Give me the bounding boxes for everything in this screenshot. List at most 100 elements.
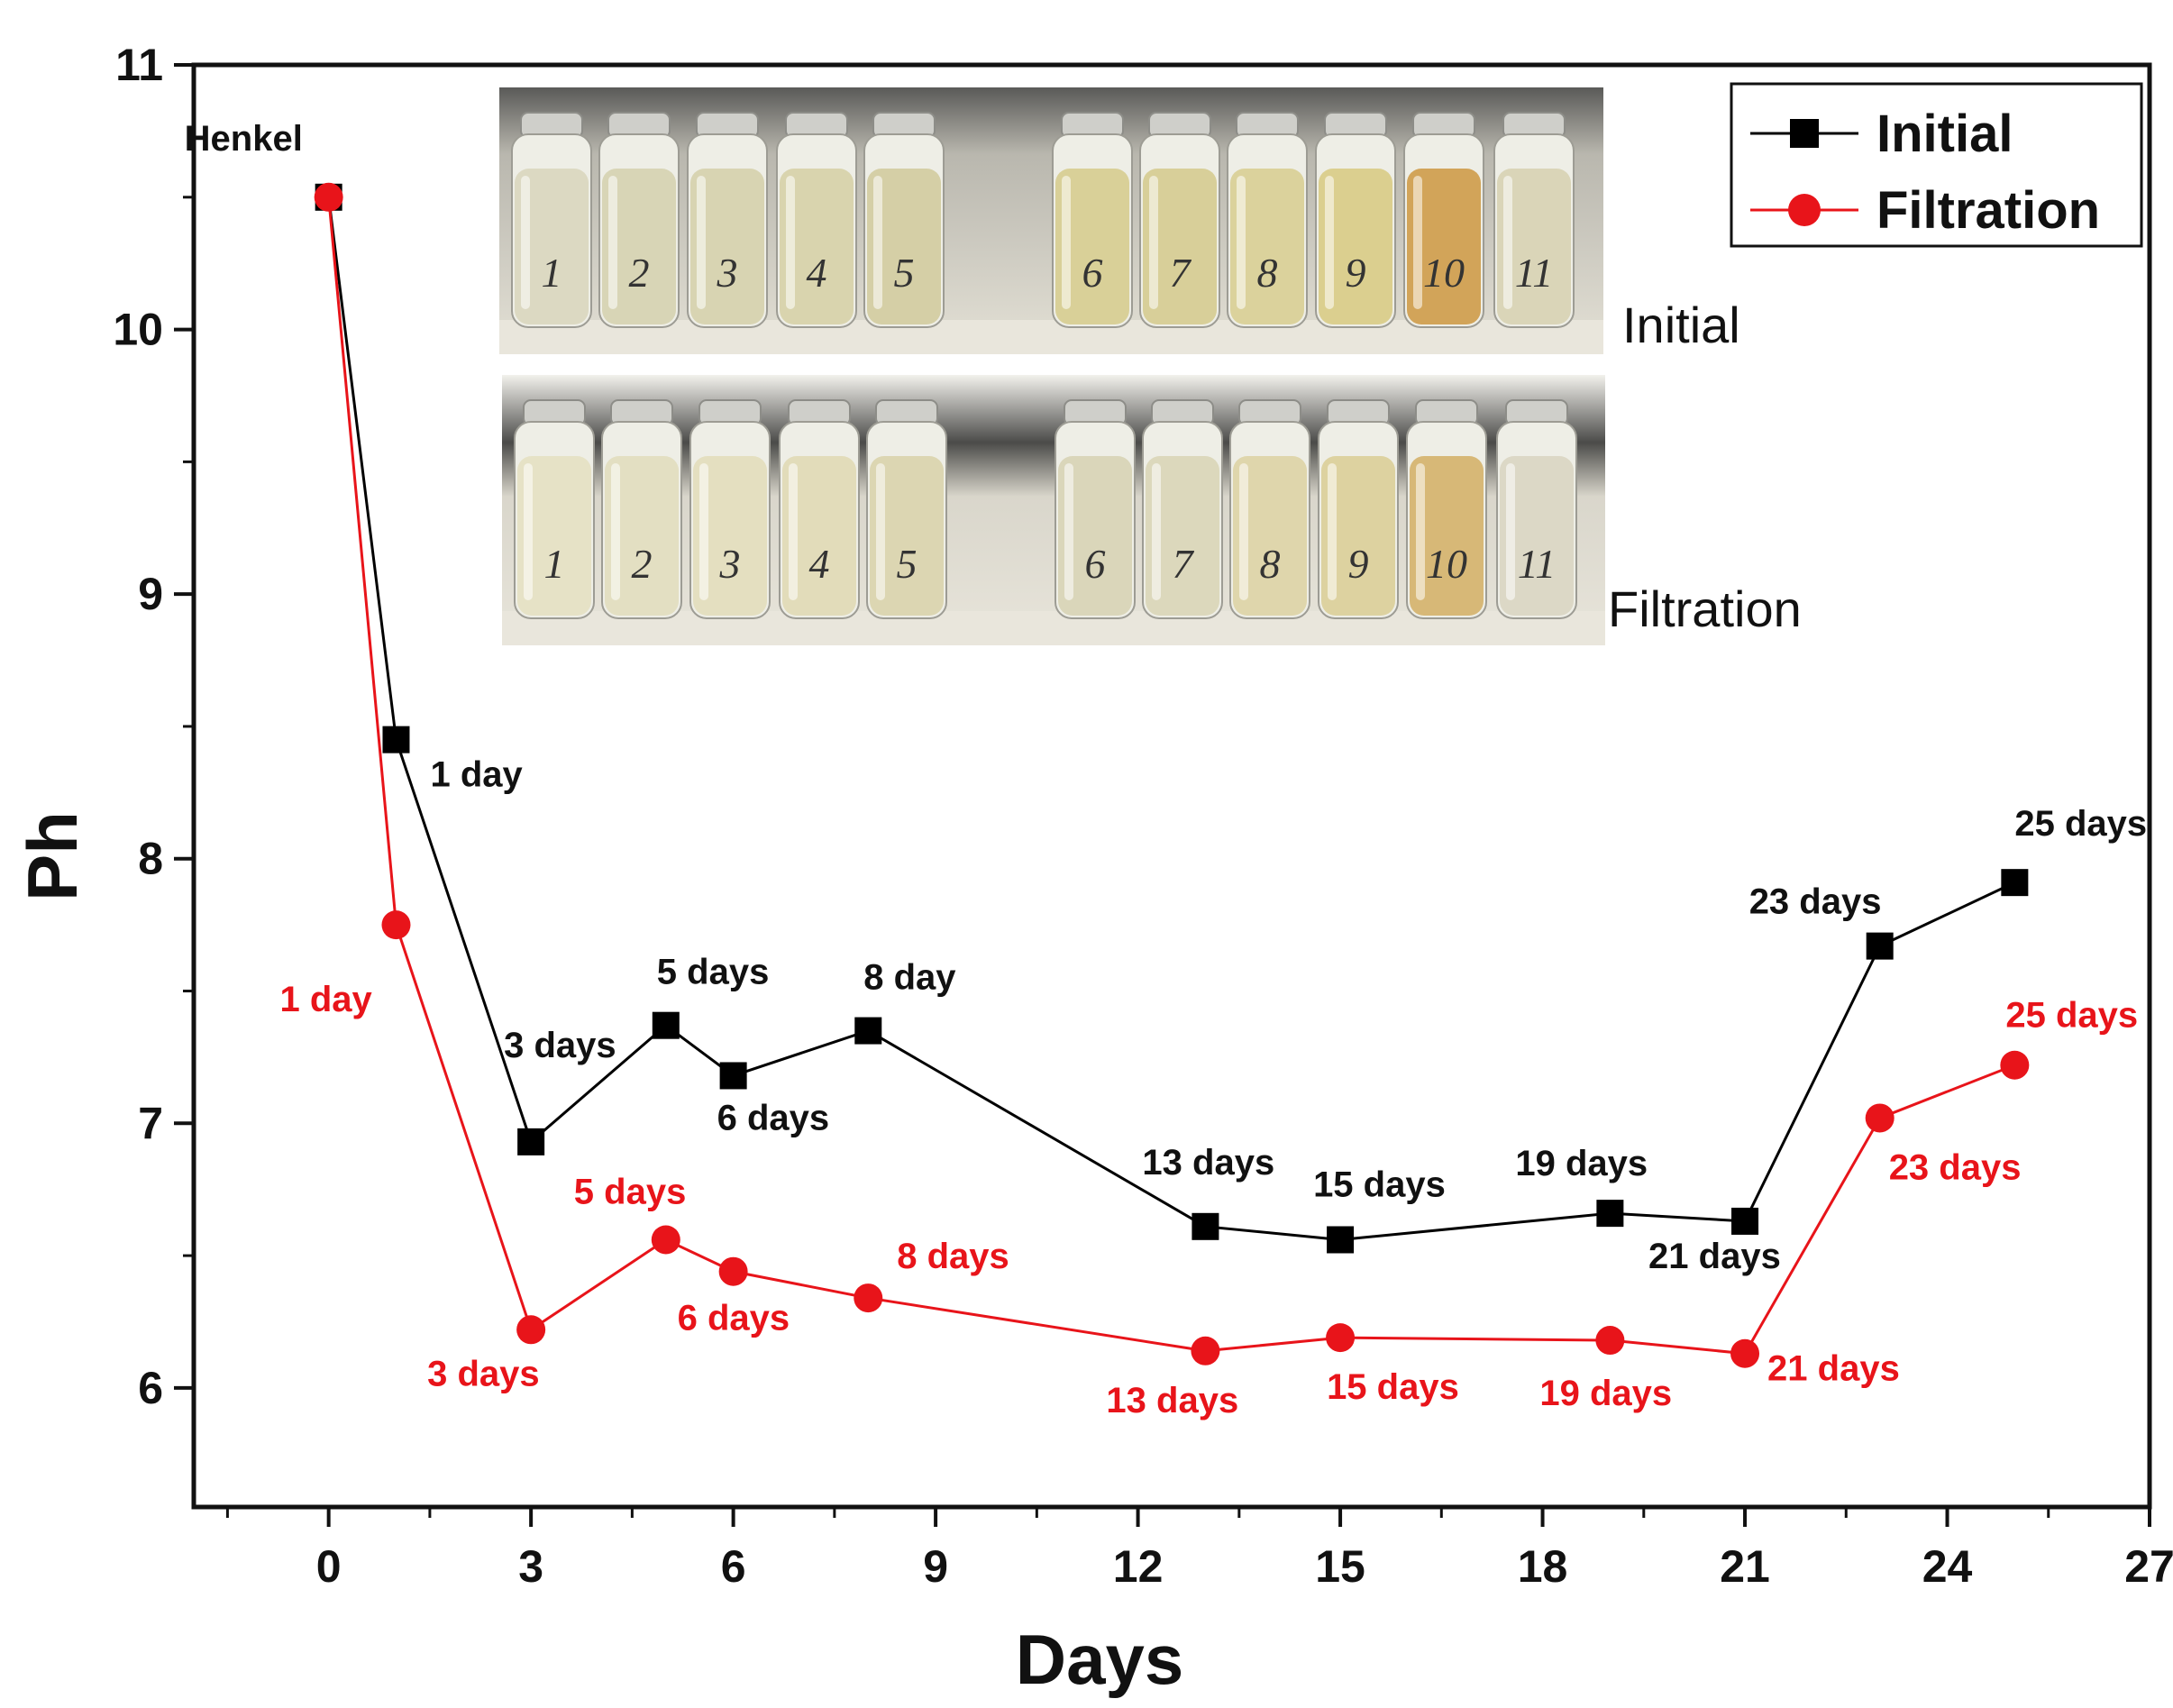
point-initial [517,1128,545,1155]
vial-liquid [1321,456,1395,616]
y-tick-label: 6 [138,1363,163,1413]
vial-number-label: 2 [629,250,650,296]
point-initial [1191,1212,1219,1240]
vial-liquid [1146,456,1219,616]
point-annotation: 6 days [717,1098,830,1137]
vial-number-label: 5 [894,250,915,296]
vial-highlight [699,463,708,600]
vial-highlight [521,176,530,309]
point-annotation: 13 days [1142,1143,1274,1183]
point-annotation: 25 days [2005,996,2138,1036]
point-initial [854,1017,882,1045]
x-axis-title: Days [1016,1620,1183,1699]
vial-highlight [876,463,885,600]
vial-liquid [1500,456,1574,616]
point-filtration [1730,1338,1760,1368]
legend-label-filtration: Filtration [1876,181,2100,240]
vial-highlight [611,463,620,600]
point-annotation: 6 days [678,1299,790,1338]
vial-number-label: 5 [897,541,918,587]
point-initial [652,1011,680,1039]
x-tick-label: 24 [1922,1541,1973,1592]
point-annotation: 1 day [279,980,372,1019]
vial-highlight [1413,176,1422,309]
vial-highlight [608,176,617,309]
x-tick-label: 3 [518,1541,543,1592]
point-annotation: 23 days [1889,1147,2022,1187]
x-tick-label: 21 [1720,1541,1770,1592]
vial-highlight [1239,463,1248,600]
vial-number-label: 7 [1170,250,1192,296]
point-annotation: 5 days [657,953,770,992]
point-filtration [1865,1103,1895,1133]
vial-number-label: 10 [1423,250,1465,296]
vial-liquid [605,456,679,616]
vial-liquid [515,169,589,324]
point-filtration [516,1315,546,1345]
filtration-vials-photo: 1 2 3 4 5 6 7 8 9 10 11 [502,375,1605,645]
legend-label-initial: Initial [1876,105,2013,163]
vial-liquid [693,456,767,616]
vial-highlight [1325,176,1334,309]
point-annotation: 8 day [863,958,956,998]
series-markers [314,182,2030,1368]
point-annotation: 13 days [1106,1381,1238,1420]
point-filtration [651,1225,680,1255]
vial-liquid [782,456,856,616]
point-annotation: 3 days [504,1026,616,1065]
point-annotation: 1 day [430,755,523,795]
vial-highlight [789,463,798,600]
vial-highlight [1503,176,1512,309]
point-filtration [1191,1336,1220,1365]
plot-frame [191,62,2152,1510]
point-filtration [718,1256,748,1286]
point-annotation: 25 days [2014,804,2147,844]
y-tick-label: 10 [113,305,163,355]
x-tick-label: 12 [1113,1541,1164,1592]
point-initial [1596,1200,1624,1228]
vial-liquid [517,456,591,616]
x-tick-label: 15 [1315,1541,1365,1592]
vial-number-label: 10 [1426,541,1467,587]
x-tick-label: 6 [721,1541,746,1592]
vial-number-label: 1 [544,541,565,587]
vial-liquid [1497,169,1571,324]
point-annotation: 15 days [1313,1165,1446,1204]
y-tick-label: 9 [138,569,163,619]
vial-liquid [1233,456,1307,616]
filtration-photo-caption: Filtration [1608,580,1802,637]
point-filtration [1595,1326,1625,1356]
vial-liquid [1407,169,1481,324]
vial-number-label: 6 [1082,250,1103,296]
vial-highlight [1237,176,1246,309]
x-tick-label: 18 [1518,1541,1568,1592]
legend-marker-filtration [1788,194,1821,226]
vial-number-label: 7 [1173,541,1195,587]
vial-liquid [870,456,944,616]
series-lines [327,196,2015,1356]
vial-liquid [690,169,764,324]
vial-number-label: 8 [1257,250,1278,296]
x-tick-label: 9 [923,1541,948,1592]
x-tick-label: 0 [316,1541,342,1592]
axis-ticks [174,63,2151,1527]
vial-number-label: 9 [1348,541,1369,587]
series-line-filtration [327,196,2015,1356]
vial-highlight [524,463,533,600]
vial-liquid [1230,169,1304,324]
vial-number-label: 11 [1518,541,1557,587]
y-tick-label: 7 [138,1098,163,1148]
legend-marker-initial [1790,119,1819,148]
point-annotation: Henkel [185,119,303,159]
point-filtration [314,182,343,212]
point-initial [1327,1226,1355,1254]
vial-number-label: 4 [809,541,830,587]
point-annotations: Henkel 1 day 3 days 5 days 6 days 8 day 13 day… [185,119,2147,1420]
vial-highlight [873,176,882,309]
initial-vials-photo: 1 2 3 4 5 6 7 8 9 10 11 [499,87,1603,354]
vial-liquid [1319,169,1392,324]
x-tick-label: 27 [2124,1541,2173,1592]
vial-liquid [1143,169,1217,324]
point-filtration [854,1283,883,1313]
vial-highlight [1328,463,1337,600]
